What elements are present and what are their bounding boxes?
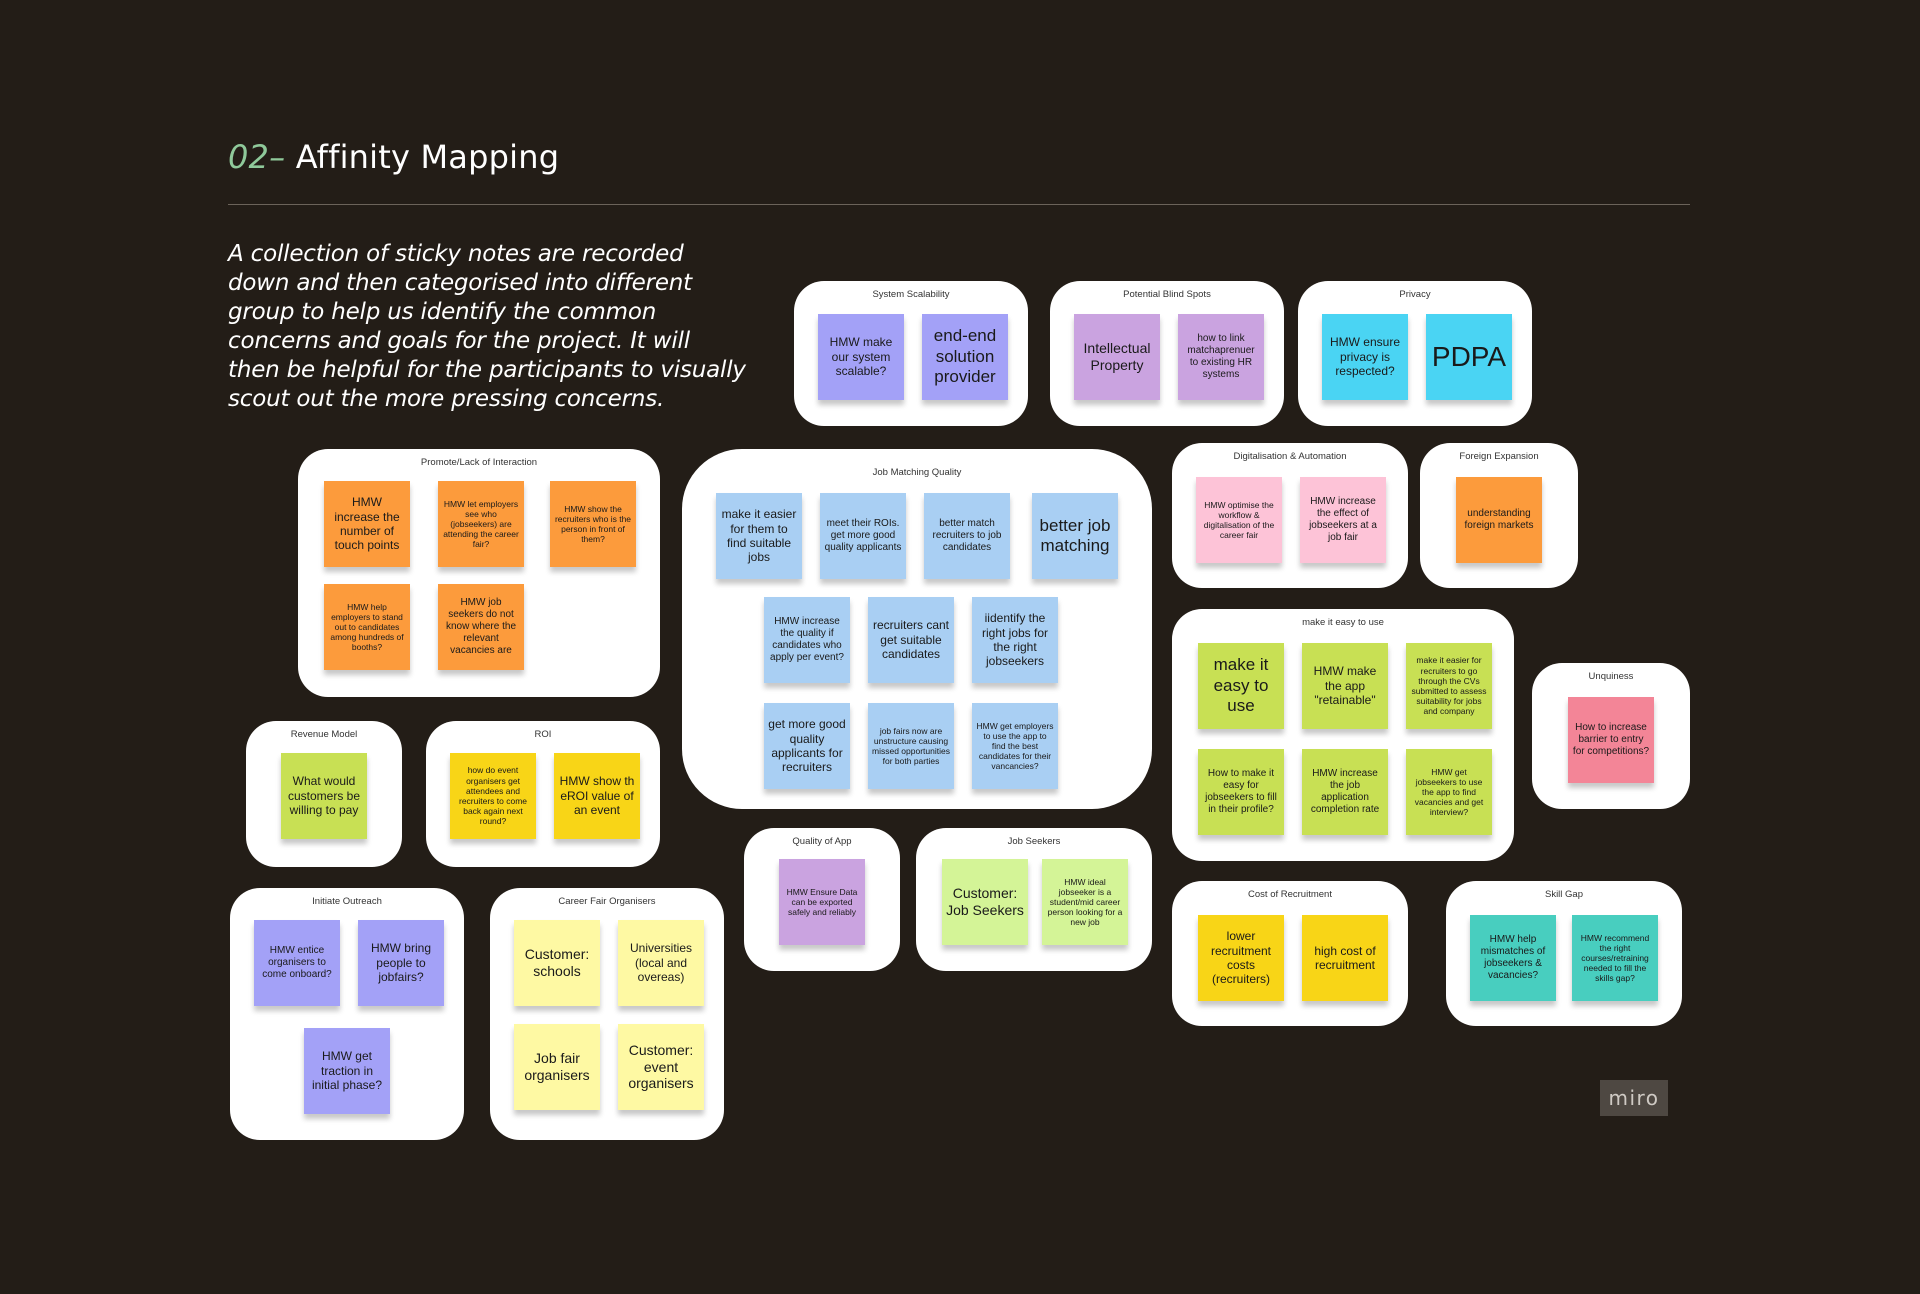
sticky-note[interactable]: better job matching — [1032, 493, 1118, 579]
sticky-note[interactable]: HMW make our system scalable? — [818, 314, 904, 400]
sticky-note[interactable]: HMW let employers see who (jobseekers) a… — [438, 481, 524, 567]
sticky-note[interactable]: HMW ensure privacy is respected? — [1322, 314, 1408, 400]
sticky-note[interactable]: Customer: event organisers — [618, 1024, 704, 1110]
group-potential-blind-spots[interactable]: Potential Blind Spots Intellectual Prope… — [1050, 281, 1284, 426]
group-initiate-outreach[interactable]: Initiate Outreach HMW entice organisers … — [230, 888, 464, 1140]
group-career-fair-organisers[interactable]: Career Fair Organisers Customer: schools… — [490, 888, 724, 1140]
group-foreign-expansion[interactable]: Foreign Expansion understanding foreign … — [1420, 443, 1578, 588]
sticky-note[interactable]: HMW increase the job application complet… — [1302, 749, 1388, 835]
sticky-note[interactable]: HMW Ensure Data can be exported safely a… — [779, 859, 865, 945]
group-promote[interactable]: Promote/Lack of Interaction HMW increase… — [298, 449, 660, 697]
sticky-note[interactable]: Customer: schools — [514, 920, 600, 1006]
miro-logo: miro — [1600, 1080, 1668, 1116]
sticky-note[interactable]: HMW show the recruiters who is the perso… — [550, 481, 636, 567]
group-digitalisation[interactable]: Digitalisation & Automation HMW optimise… — [1172, 443, 1408, 588]
section-number: 02– — [228, 138, 286, 176]
group-label: Promote/Lack of Interaction — [420, 457, 538, 468]
title-divider — [228, 204, 1690, 205]
group-quality-of-app[interactable]: Quality of App HMW Ensure Data can be ex… — [744, 828, 900, 971]
section-title: Affinity Mapping — [295, 138, 560, 176]
group-label: Potential Blind Spots — [1123, 289, 1211, 300]
group-label: Digitalisation & Automation — [1233, 451, 1347, 462]
sticky-note[interactable]: HMW optimise the workflow & digitalisati… — [1196, 477, 1282, 563]
sticky-note[interactable]: make it easier for them to find suitable… — [716, 493, 802, 579]
sticky-note[interactable]: HMW increase the quality if candidates w… — [764, 597, 850, 683]
sticky-note[interactable]: HMW ideal jobseeker is a student/mid car… — [1042, 859, 1128, 945]
sticky-note[interactable]: Universities (local and overeas) — [618, 920, 704, 1006]
sticky-note[interactable]: how to link matchaprenuer to existing HR… — [1178, 314, 1264, 400]
group-cost-of-recruitment[interactable]: Cost of Recruitment lower recruitment co… — [1172, 881, 1408, 1026]
sticky-note[interactable]: iidentify the right jobs for the right j… — [972, 597, 1058, 683]
sticky-note[interactable]: HMW help employers to stand out to candi… — [324, 584, 410, 670]
sticky-note[interactable]: high cost of recruitment — [1302, 915, 1388, 1001]
group-revenue-model[interactable]: Revenue Model What would customers be wi… — [246, 721, 402, 867]
group-job-matching[interactable]: Job Matching Quality make it easier for … — [682, 449, 1152, 809]
group-label: Foreign Expansion — [1459, 451, 1539, 462]
group-label: make it easy to use — [1302, 617, 1384, 628]
sticky-note[interactable]: HMW get jobseekers to use the app to fin… — [1406, 749, 1492, 835]
group-label: Quality of App — [792, 836, 852, 847]
group-label: Initiate Outreach — [312, 896, 382, 907]
sticky-note[interactable]: HMW get traction in initial phase? — [304, 1028, 390, 1114]
page-title: 02– Affinity Mapping — [228, 138, 559, 176]
sticky-note[interactable]: PDPA — [1426, 314, 1512, 400]
sticky-note[interactable]: meet their ROIs. get more good quality a… — [820, 493, 906, 579]
sticky-note[interactable]: understanding foreign markets — [1456, 477, 1542, 563]
sticky-note[interactable]: Intellectual Property — [1074, 314, 1160, 400]
sticky-note[interactable]: HMW increase the number of touch points — [324, 481, 410, 567]
group-job-seekers[interactable]: Job Seekers Customer: Job Seekers HMW id… — [916, 828, 1152, 971]
sticky-note[interactable]: HMW make the app "retainable" — [1302, 643, 1388, 729]
sticky-note[interactable]: recruiters cant get suitable candidates — [868, 597, 954, 683]
sticky-note[interactable]: end-end solution provider — [922, 314, 1008, 400]
sticky-note[interactable]: How to make it easy for jobseekers to fi… — [1198, 749, 1284, 835]
sticky-note[interactable]: better match recruiters to job candidate… — [924, 493, 1010, 579]
sticky-note[interactable]: get more good quality applicants for rec… — [764, 703, 850, 789]
sticky-note[interactable]: HMW show th eROI value of an event — [554, 753, 640, 839]
group-label: Job Matching Quality — [872, 467, 962, 478]
group-label: System Scalability — [872, 289, 950, 300]
group-roi[interactable]: ROI how do event organisers get attendee… — [426, 721, 660, 867]
group-easy-to-use[interactable]: make it easy to use make it easy to use … — [1172, 609, 1514, 861]
description: A collection of sticky notes are recorde… — [228, 241, 746, 412]
group-label: Unquiness — [1588, 671, 1634, 682]
sticky-note[interactable]: Job fair organisers — [514, 1024, 600, 1110]
group-label: Privacy — [1399, 289, 1431, 300]
sticky-note[interactable]: What would customers be willing to pay — [281, 753, 367, 839]
group-label: Career Fair Organisers — [558, 896, 656, 907]
group-privacy[interactable]: Privacy HMW ensure privacy is respected?… — [1298, 281, 1532, 426]
group-label: Skill Gap — [1544, 889, 1583, 900]
sticky-note[interactable]: HMW get employers to use the app to find… — [972, 703, 1058, 789]
group-label: Job Seekers — [1007, 836, 1061, 847]
group-label: Cost of Recruitment — [1248, 889, 1332, 900]
sticky-note[interactable]: HMW job seekers do not know where the re… — [438, 584, 524, 670]
sticky-note[interactable]: HMW increase the effect of jobseekers at… — [1300, 477, 1386, 563]
sticky-note[interactable]: HMW recommend the right courses/retraini… — [1572, 915, 1658, 1001]
sticky-note[interactable]: HMW help mismatches of jobseekers & vaca… — [1470, 915, 1556, 1001]
sticky-note[interactable]: How to increase barrier to entry for com… — [1568, 697, 1654, 783]
sticky-note[interactable]: HMW entice organisers to come onboard? — [254, 920, 340, 1006]
sticky-note[interactable]: make it easier for recruiters to go thro… — [1406, 643, 1492, 729]
group-uniqueness[interactable]: Unquiness How to increase barrier to ent… — [1532, 663, 1690, 809]
group-label: Revenue Model — [290, 729, 358, 740]
sticky-note[interactable]: HMW bring people to jobfairs? — [358, 920, 444, 1006]
group-skill-gap[interactable]: Skill Gap HMW help mismatches of jobseek… — [1446, 881, 1682, 1026]
group-label: ROI — [534, 729, 552, 740]
sticky-note[interactable]: make it easy to use — [1198, 643, 1284, 729]
sticky-note[interactable]: Customer: Job Seekers — [942, 859, 1028, 945]
sticky-note[interactable]: lower recruitment costs (recruiters) — [1198, 915, 1284, 1001]
group-system-scalability[interactable]: System Scalability HMW make our system s… — [794, 281, 1028, 426]
sticky-note[interactable]: how do event organisers get attendees an… — [450, 753, 536, 839]
sticky-note[interactable]: job fairs now are unstructure causing mi… — [868, 703, 954, 789]
